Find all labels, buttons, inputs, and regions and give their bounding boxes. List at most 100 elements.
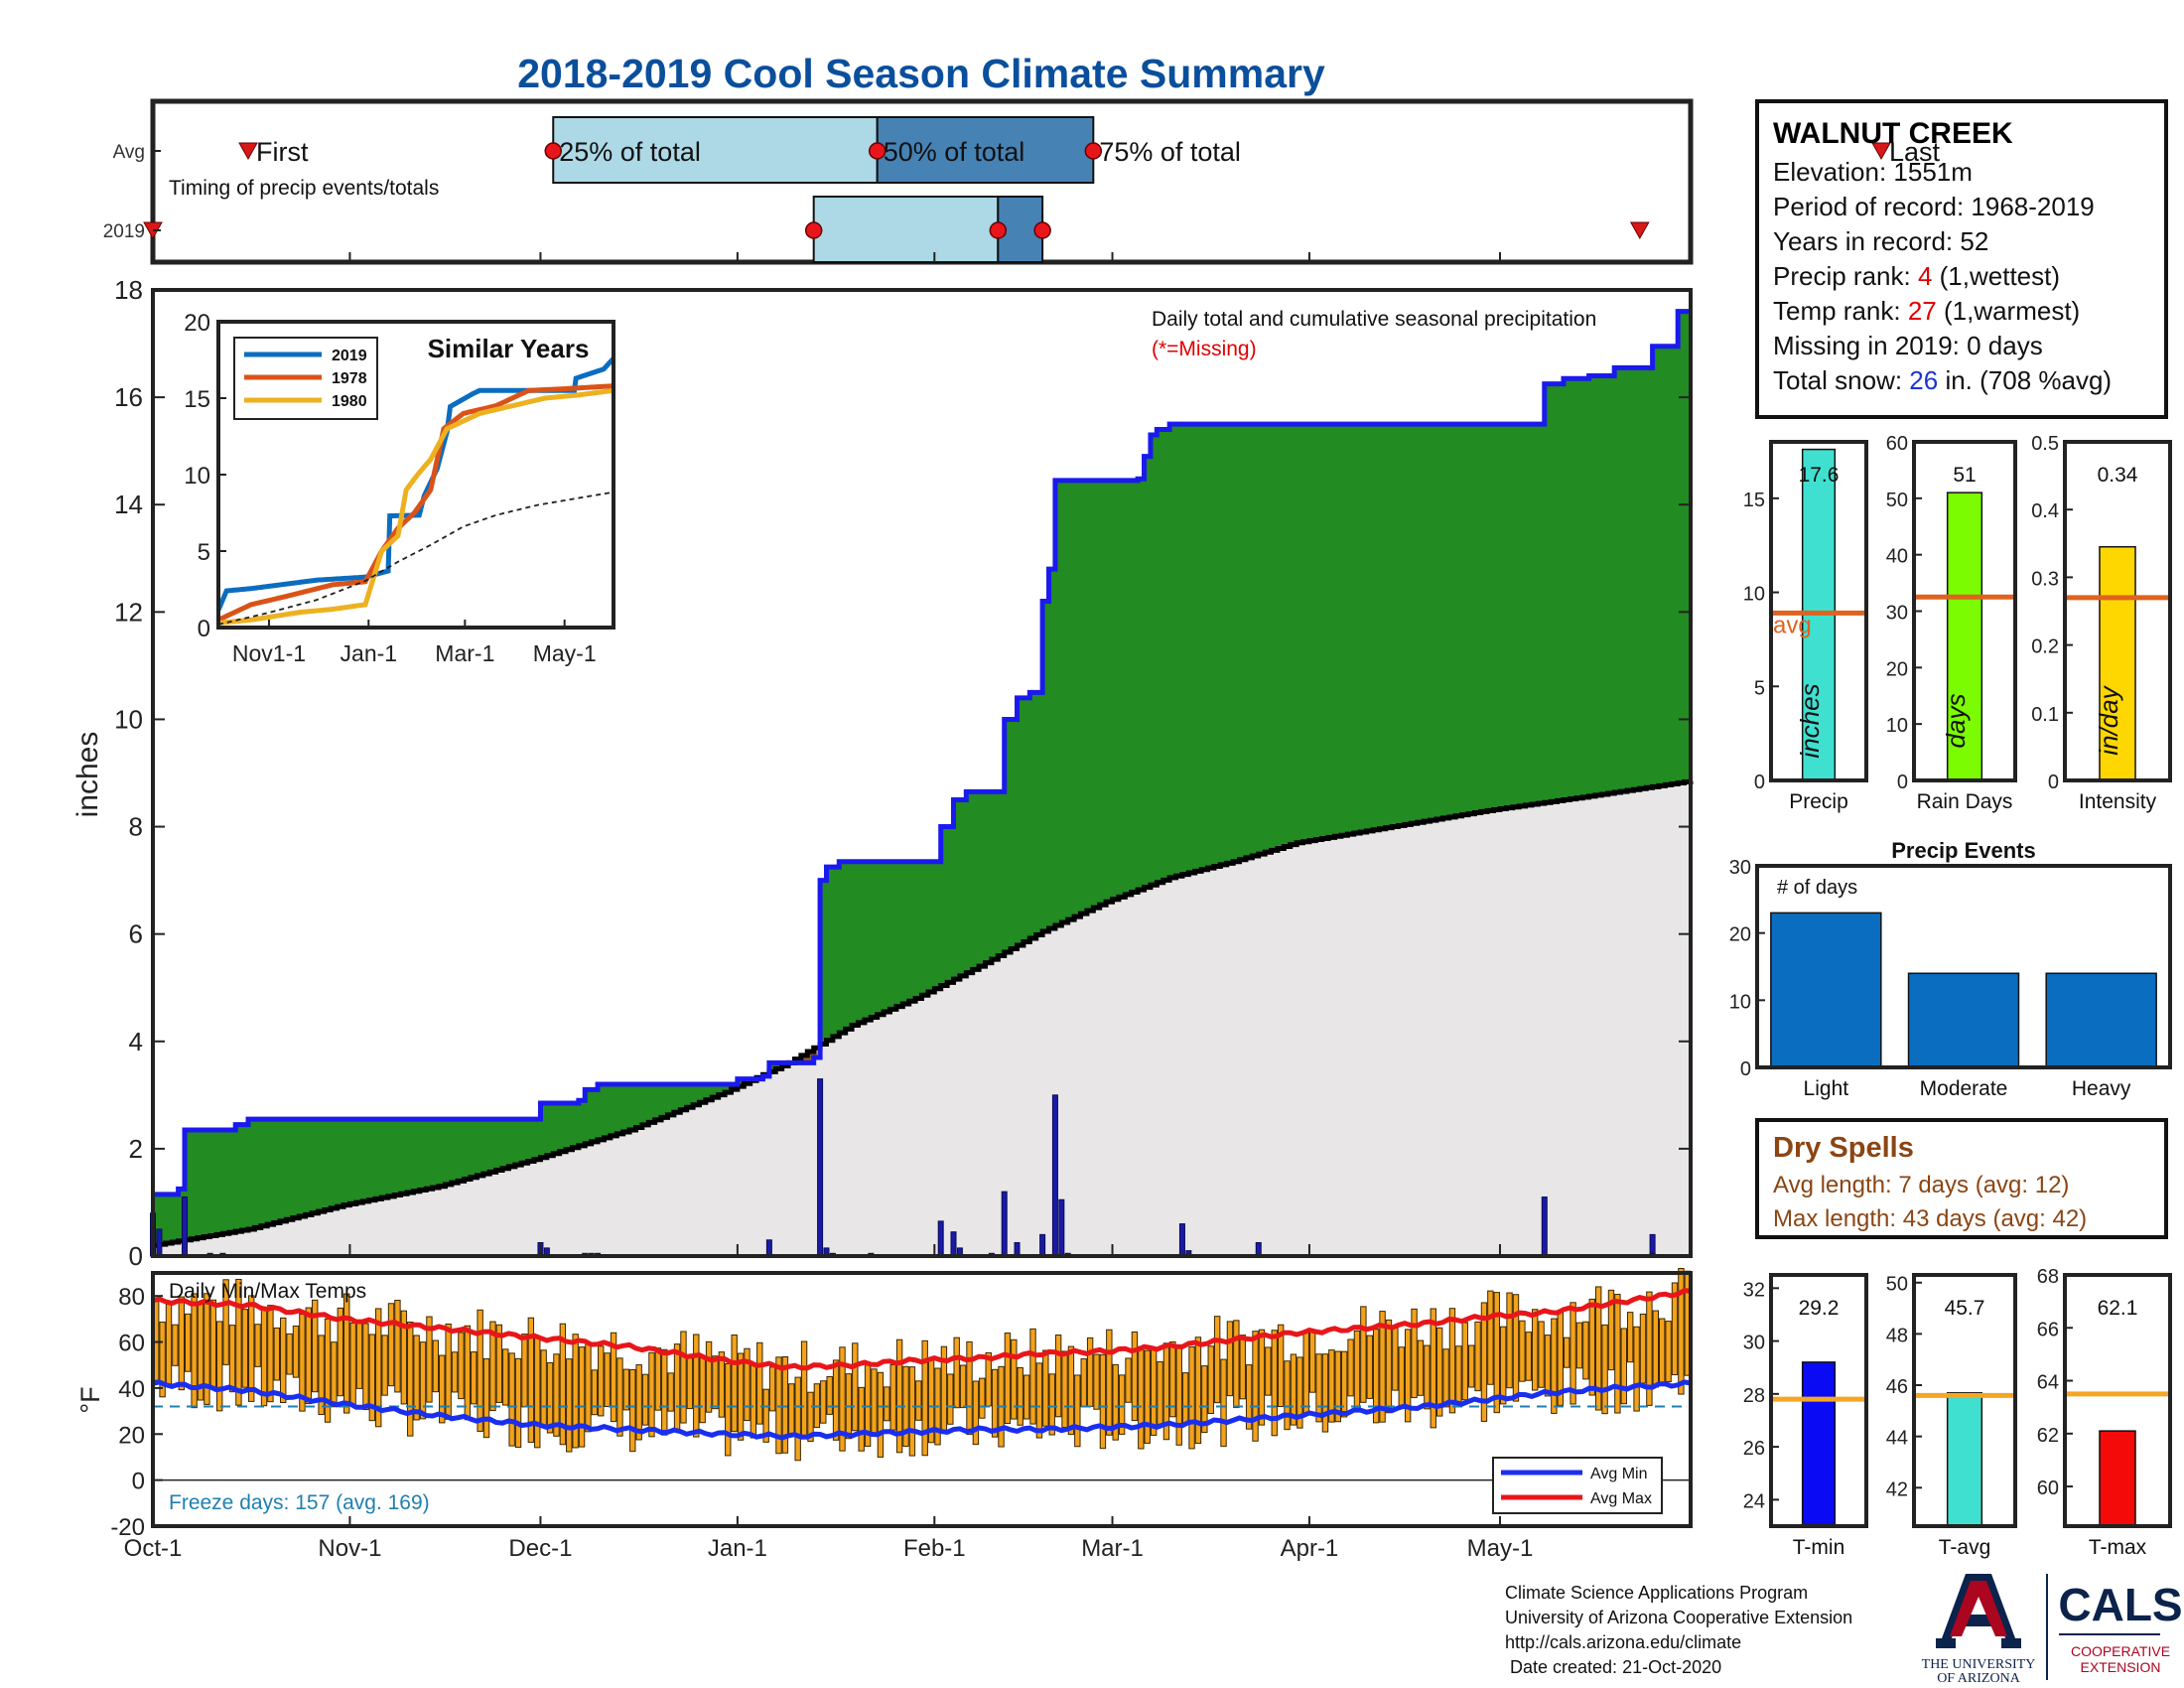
temp-range-bar-56 (508, 1352, 515, 1447)
temp-range-bar-26 (318, 1335, 325, 1416)
daily-precip-bar-20 (1014, 1241, 1021, 1257)
temp-range-bar-222 (1563, 1336, 1570, 1368)
temp-range-bar-231 (1620, 1328, 1627, 1405)
precip-panel-subtitle: (*=Missing) (1152, 338, 1257, 360)
sb10-ytick-label-3: 66 (2037, 1319, 2059, 1340)
sb10-frame (2063, 1273, 2172, 1528)
temp-range-bar-217 (1531, 1309, 1539, 1391)
inset-ytick-label-3: 15 (184, 386, 210, 413)
p25-label: 25% of total (559, 137, 701, 167)
temp-range-bar-200 (1424, 1344, 1431, 1410)
sb10-ytick-label-0: 60 (2037, 1477, 2059, 1499)
temp-range-bar-52 (482, 1357, 490, 1439)
temp-range-bar-202 (1435, 1327, 1443, 1417)
temp-range-bar-238 (1665, 1321, 1672, 1383)
temp-range-bar-141 (1048, 1373, 1055, 1436)
temp-range-bar-107 (832, 1359, 840, 1441)
temp-rank: Temp rank: 27 (1,warmest) (1773, 296, 2081, 326)
temp-range-bar-4 (178, 1296, 186, 1391)
temp-range-bar-47 (451, 1351, 459, 1393)
temp-range-bar-102 (800, 1340, 808, 1436)
figure-title: 2018-2019 Cool Season Climate Summary (517, 51, 1325, 96)
sb8-ytick-label-4: 32 (1743, 1279, 1765, 1301)
temp-range-bar-114 (877, 1371, 885, 1458)
temp-range-bar-186 (1334, 1350, 1341, 1423)
sb4-ytick-label-1: 5 (1754, 677, 1765, 699)
sb5-ytick-label-5: 50 (1886, 490, 1908, 511)
temp-range-bar-227 (1594, 1286, 1602, 1411)
temp-range-bar-32 (355, 1323, 363, 1389)
temp-range-bar-149 (1099, 1353, 1107, 1450)
temp-range-bar-148 (1093, 1353, 1100, 1410)
temp-range-bar-93 (744, 1347, 751, 1422)
temp-range-bar-178 (1284, 1360, 1291, 1431)
temp-range-bar-143 (1061, 1350, 1068, 1429)
temp-range-bar-201 (1430, 1308, 1436, 1429)
events-ytick-label-0: 0 (1740, 1058, 1751, 1080)
temp-range-bar-41 (413, 1335, 420, 1421)
sb4-value-label: 17.6 (1799, 464, 1840, 487)
temp-range-bar-171 (1239, 1335, 1246, 1400)
temp-range-bar-78 (648, 1351, 655, 1438)
arizona-a-logo (1936, 1574, 2021, 1648)
y2019-p25-marker (804, 221, 823, 239)
temp-range-bar-36 (381, 1335, 388, 1396)
sb9-ytick-label-4: 50 (1886, 1274, 1908, 1296)
temp-range-bar-10 (216, 1321, 223, 1412)
summary-bars: 05101517.6Precipinchesavg010203040506051… (1729, 433, 2172, 1559)
sb6-category-label: Intensity (2079, 790, 2157, 813)
sb8-category-label: T-min (1793, 1536, 1845, 1559)
sb5-ytick-label-4: 40 (1886, 546, 1908, 568)
temp-range-bar-213 (1506, 1292, 1513, 1389)
temp-range-bar-83 (680, 1331, 687, 1424)
p50-label: 50% of total (884, 137, 1025, 167)
sb5-ytick-label-3: 30 (1886, 603, 1908, 625)
temp-range-bar-168 (1220, 1358, 1227, 1448)
similar-year-line-1980 (217, 387, 614, 626)
temp-range-bar-31 (349, 1322, 356, 1406)
temp-range-bar-30 (343, 1293, 350, 1414)
sb4-ytick-label-2: 10 (1743, 584, 1765, 606)
temp-range-bar-70 (598, 1345, 605, 1417)
temp-range-bar-208 (1474, 1321, 1481, 1392)
temp-range-bar-86 (699, 1356, 706, 1424)
temps-panel: -20 0 20 40 60 80 Oct-1 Nov-1 Dec-1 Jan-1 Feb-1 Mar… (75, 1267, 1693, 1562)
y2019-p50-marker (989, 221, 1008, 239)
coop-logo-text-1: COOPERATIVE (2071, 1643, 2170, 1659)
temps-xtick-label-3: Jan-1 (708, 1535, 767, 1562)
p75-label: 75% of total (1099, 137, 1241, 167)
temp-range-bar-20 (280, 1317, 287, 1404)
temp-range-bar-226 (1588, 1298, 1595, 1396)
temp-range-bar-111 (858, 1386, 865, 1452)
temp-range-bar-237 (1658, 1318, 1666, 1386)
temp-range-bar-46 (445, 1323, 452, 1420)
temp-range-bar-75 (629, 1368, 636, 1453)
temps-xtick-label-2: Dec-1 (508, 1535, 572, 1562)
temp-range-bar-24 (305, 1307, 313, 1405)
temp-range-bar-76 (635, 1364, 642, 1441)
station-period: Period of record: 1968-2019 (1773, 192, 2095, 221)
temp-range-bar-113 (871, 1368, 878, 1434)
temp-range-bar-8 (204, 1293, 210, 1405)
temp-range-bar-211 (1493, 1292, 1500, 1414)
temp-range-bar-19 (273, 1327, 281, 1381)
temp-range-bar-137 (1023, 1374, 1030, 1420)
temp-range-bar-73 (616, 1357, 623, 1437)
temp-range-bar-22 (292, 1325, 300, 1378)
temp-range-bar-3 (172, 1324, 179, 1366)
temp-range-bar-94 (750, 1362, 757, 1439)
avg-p75-marker (1084, 142, 1103, 160)
sb5-value-label: 51 (1953, 464, 1976, 487)
temp-range-bar-45 (439, 1354, 446, 1424)
temp-range-bar-198 (1411, 1308, 1418, 1399)
temp-range-bar-90 (725, 1362, 732, 1457)
credits-line-2: University of Arizona Cooperative Extens… (1505, 1608, 1853, 1627)
temps-ytick-label-5: 80 (118, 1284, 145, 1311)
temp-range-bar-224 (1575, 1322, 1583, 1369)
temp-range-bar-85 (693, 1334, 700, 1438)
temp-range-bar-166 (1207, 1345, 1214, 1415)
sb8-value-bar (1801, 1361, 1837, 1527)
temp-range-bar-125 (947, 1373, 954, 1425)
daily-precip-bar-27 (1255, 1241, 1262, 1257)
avg-min-line (152, 1379, 1692, 1441)
